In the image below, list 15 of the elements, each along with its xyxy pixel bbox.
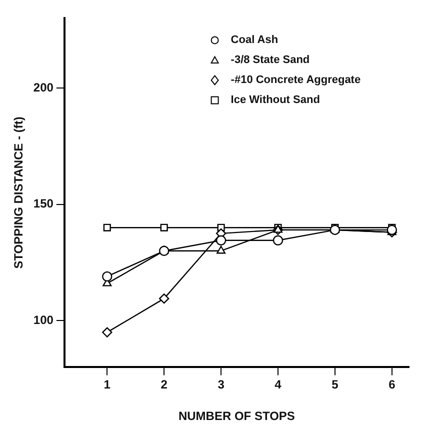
legend-label: -3/8 State Sand bbox=[230, 54, 310, 66]
y-tick-label: 100 bbox=[33, 312, 54, 327]
legend-label: Ice Without Sand bbox=[230, 94, 320, 106]
x-tick-label: 3 bbox=[218, 378, 225, 392]
x-tick-label: 5 bbox=[332, 378, 339, 392]
x-tick-label: 1 bbox=[104, 378, 111, 392]
y-axis-title: STOPPING DISTANCE - (ft) bbox=[12, 116, 26, 269]
x-tick-label: 2 bbox=[160, 378, 168, 392]
legend-label: Coal Ash bbox=[230, 34, 278, 46]
x-axis-title: NUMBER OF STOPS bbox=[178, 409, 295, 424]
y-tick-label: 150 bbox=[33, 196, 54, 211]
y-tick-label: 200 bbox=[33, 80, 54, 94]
x-tick-label: 6 bbox=[388, 378, 396, 392]
legend-label: -#10 Concrete Aggregate bbox=[230, 74, 361, 86]
x-tick-label: 4 bbox=[274, 378, 282, 392]
